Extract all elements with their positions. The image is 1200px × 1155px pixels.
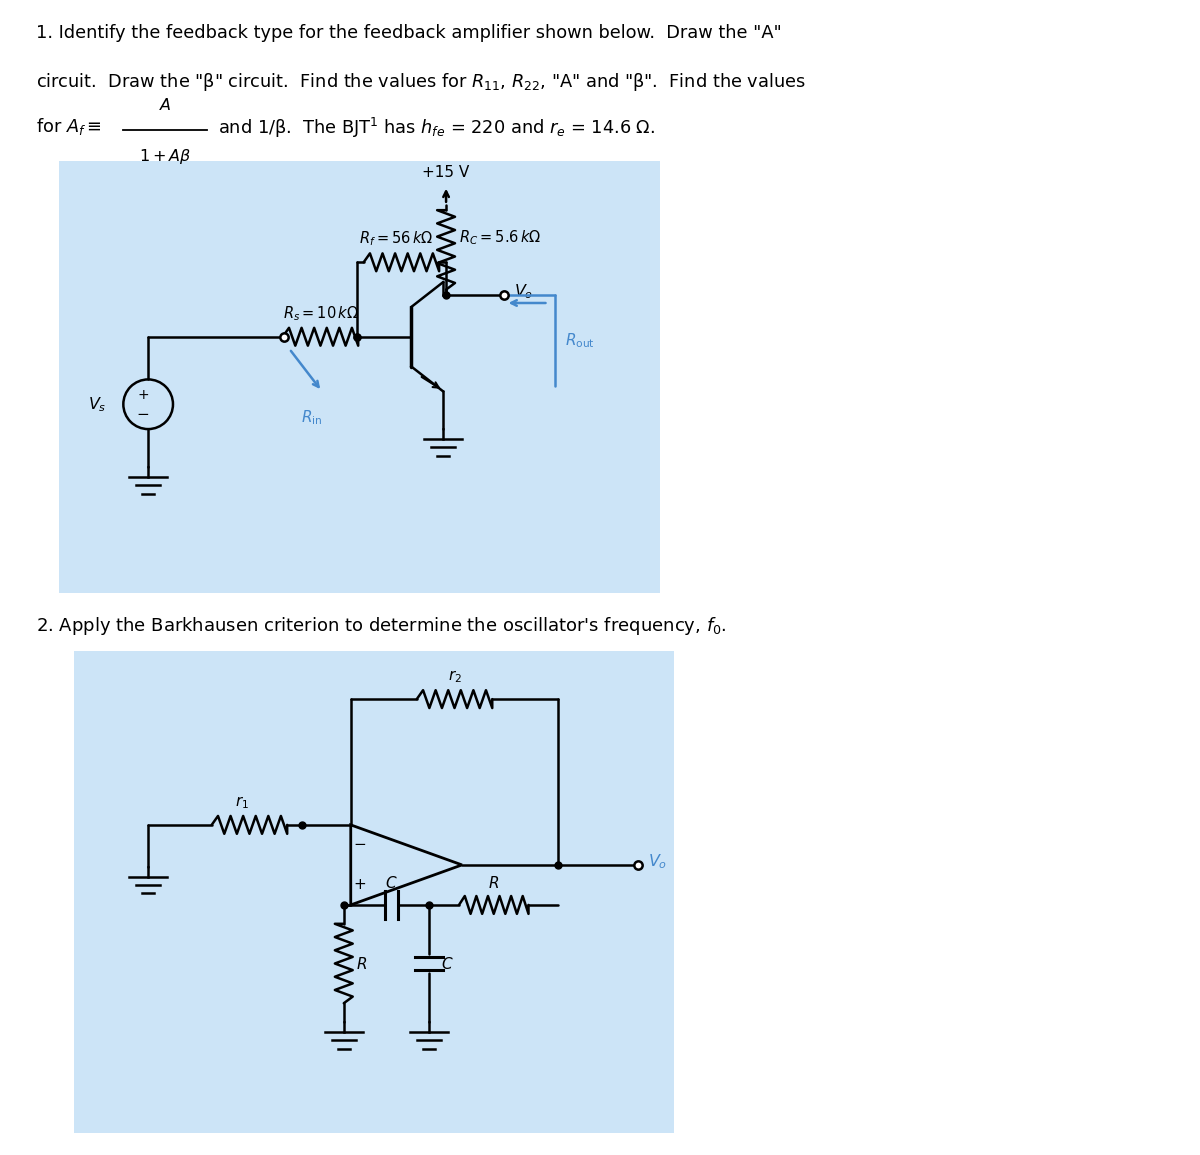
Text: $R_{\mathrm{in}}$: $R_{\mathrm{in}}$	[301, 408, 323, 427]
Text: $R_s = 10\,k\Omega$: $R_s = 10\,k\Omega$	[282, 304, 359, 323]
Text: $R$: $R$	[355, 955, 367, 971]
Text: $r_1$: $r_1$	[234, 795, 248, 811]
Text: +15 V: +15 V	[422, 165, 469, 180]
Text: $V_o$: $V_o$	[648, 852, 667, 871]
Bar	[73, 651, 674, 1133]
Text: −: −	[137, 407, 150, 422]
Text: 1. Identify the feedback type for the feedback amplifier shown below.  Draw the : 1. Identify the feedback type for the fe…	[36, 24, 781, 42]
Text: $V_o$: $V_o$	[514, 283, 533, 301]
Text: $C$: $C$	[442, 955, 454, 971]
Bar	[59, 161, 660, 593]
Text: $r_2$: $r_2$	[448, 669, 462, 685]
Text: 2. Apply the Barkhausen criterion to determine the oscillator's frequency, $f_0$: 2. Apply the Barkhausen criterion to det…	[36, 614, 727, 636]
Text: for $A_f \equiv$: for $A_f \equiv$	[36, 117, 102, 137]
Text: −: −	[353, 837, 366, 852]
Text: $V_s$: $V_s$	[88, 395, 107, 413]
Text: $R$: $R$	[488, 875, 499, 891]
Text: $C$: $C$	[385, 875, 397, 891]
Text: $A$: $A$	[158, 97, 172, 113]
Text: $R_f = 56\,k\Omega$: $R_f = 56\,k\Omega$	[359, 230, 433, 248]
Text: +: +	[353, 878, 366, 893]
Text: circuit.  Draw the "β" circuit.  Find the values for $R_{11}$, $R_{22}$, "A" and: circuit. Draw the "β" circuit. Find the …	[36, 70, 805, 92]
Text: and 1/β.  The BJT$^1$ has $h_{fe}$ = 220 and $r_e$ = 14.6 Ω.: and 1/β. The BJT$^1$ has $h_{fe}$ = 220 …	[217, 117, 655, 141]
Text: $R_C = 5.6\,k\Omega$: $R_C = 5.6\,k\Omega$	[458, 229, 541, 247]
Text: $R_{\mathrm{out}}$: $R_{\mathrm{out}}$	[565, 331, 595, 350]
Text: $1+A\beta$: $1+A\beta$	[139, 147, 191, 166]
Text: +: +	[137, 388, 149, 402]
